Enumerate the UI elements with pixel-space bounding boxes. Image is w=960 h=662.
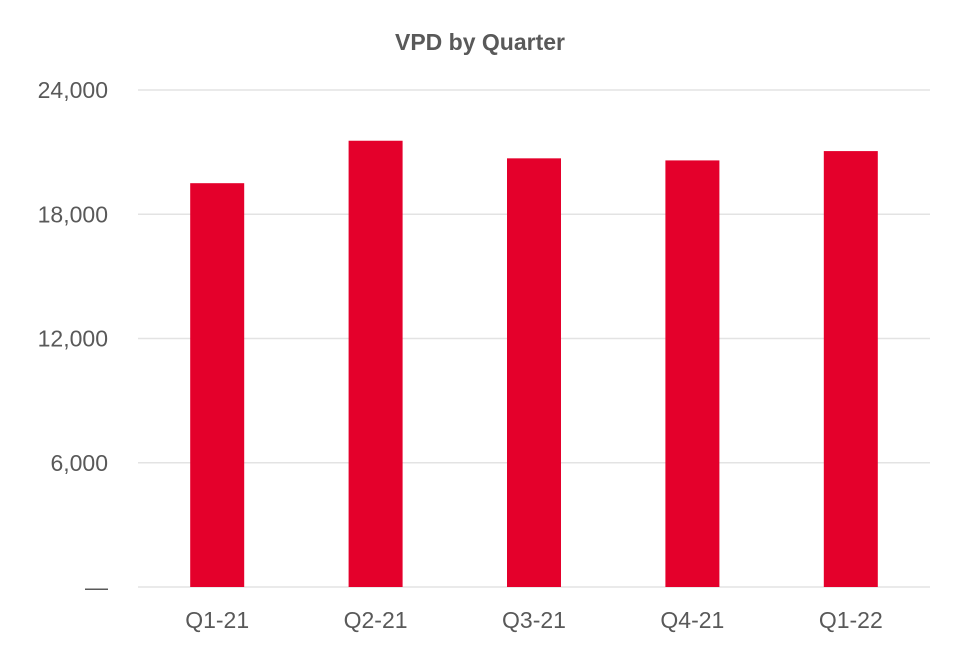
x-tick-label: Q3-21 (502, 607, 566, 633)
bars (190, 140, 878, 588)
x-tick-label: Q4-21 (660, 607, 724, 633)
bar (190, 183, 245, 587)
y-tick-label: 18,000 (38, 201, 108, 227)
x-axis-tick-labels: Q1-21 Q2-21 Q3-21 Q4-21 Q1-22 (185, 607, 883, 633)
y-tick-label: 24,000 (38, 77, 108, 103)
bar (348, 140, 403, 587)
x-tick-label: Q1-21 (185, 607, 249, 633)
y-tick-label: 6,000 (50, 450, 108, 476)
bar (507, 158, 561, 587)
y-tick-label: — (85, 574, 108, 600)
y-tick-label: 12,000 (38, 326, 108, 352)
bar (665, 160, 720, 588)
bar (823, 151, 878, 587)
y-axis-tick-labels: — 6,000 12,000 18,000 24,000 (38, 77, 108, 600)
chart-title: VPD by Quarter (395, 29, 565, 55)
x-tick-label: Q1-22 (819, 607, 883, 633)
x-tick-label: Q2-21 (344, 607, 408, 633)
